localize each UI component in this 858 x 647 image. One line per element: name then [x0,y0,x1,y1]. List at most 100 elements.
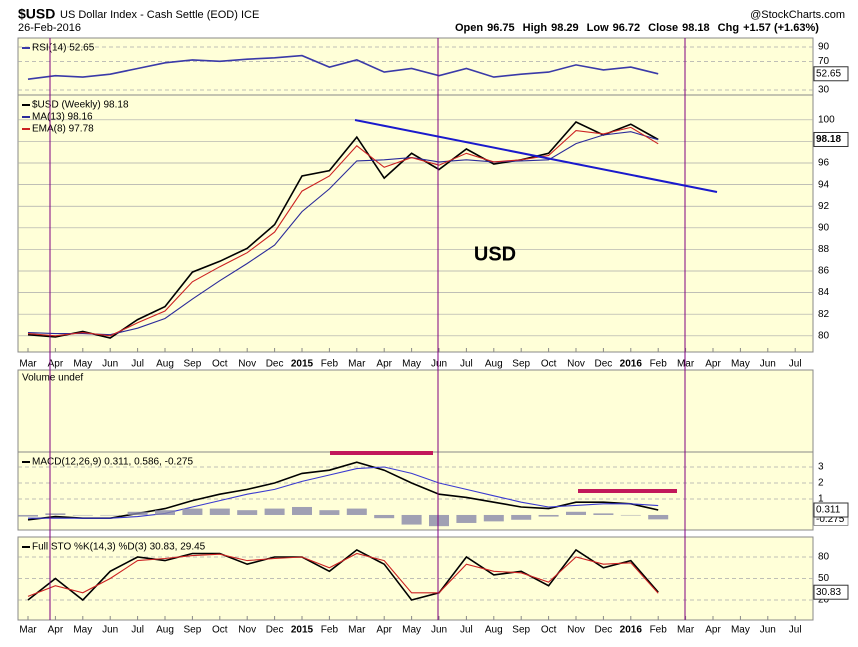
histogram-bar [401,514,422,525]
x-tick-label: 2016 [620,359,643,370]
histogram-bar [346,508,367,515]
last-tag-bg [813,584,849,600]
series-line [27,552,659,597]
y-tick-label: 96 [818,158,830,169]
x-tick-label: Jun [102,625,118,636]
y-tick-label: 92 [818,201,830,212]
histogram-bar [292,506,312,515]
symbol: $USD [18,6,55,22]
quote-high-label: High [523,22,548,34]
y-tick-label: 3 [818,462,824,473]
x-tick-label: Sep [184,625,202,636]
x-tick-label: Jul [131,359,144,370]
x-tick-label: 2015 [291,359,314,370]
histogram-bar [429,514,449,527]
quote-low-label: Low [587,22,609,34]
y-tick-label: 70 [818,56,830,67]
x-tick-label: Apr [48,625,64,636]
y-tick-label: 50 [818,573,830,584]
x-tick-label: Feb [321,625,339,636]
x-tick-label: Aug [156,359,174,370]
y-tick-label: 90 [818,42,830,53]
series-line [27,131,659,336]
x-tick-label: Feb [650,625,668,636]
x-tick-label: Dec [595,359,613,370]
last-tag-bg [813,66,849,82]
panel [17,94,814,353]
x-tick-label: Mar [348,359,366,370]
legend-entry: MA(13) 98.16 [32,112,93,123]
histogram-bar [209,508,230,515]
x-tick-label: Dec [595,625,613,636]
histogram-bar [319,510,340,515]
x-tick-label: Apr [48,359,64,370]
y-tick-label: 30 [818,85,830,96]
histogram-bar [566,511,586,515]
date: 26-Feb-2016 [18,22,81,34]
x-tick-label: May [402,359,421,370]
y-tick-label: 2 [818,478,824,489]
x-tick-label: Nov [238,359,256,370]
quote-close: 98.18 [682,22,710,34]
x-tick-label: Aug [156,625,174,636]
y-tick-label: 94 [818,179,830,190]
histogram-bar [237,510,258,515]
y-tick-label: 84 [818,287,830,298]
x-tick-label: Jun [760,359,776,370]
y-tick-label: 88 [818,244,830,255]
annotation: USD [474,243,516,265]
x-tick-label: Apr [376,359,392,370]
x-tick-label: May [731,625,750,636]
x-tick-label: Jun [431,625,447,636]
x-tick-label: Mar [677,625,695,636]
histogram-bar [374,514,395,519]
x-tick-label: Jul [460,359,473,370]
x-tick-label: Nov [238,625,256,636]
last-value-tag: 0.311 [816,505,841,516]
x-tick-label: Apr [705,359,721,370]
histogram-bar [45,513,66,515]
histogram-bar [18,514,38,517]
x-tick-label: Jun [760,625,776,636]
volume-legend: Volume undef [22,373,83,384]
security-name: US Dollar Index - Cash Settle (EOD) ICE [60,9,259,21]
x-tick-label: Sep [512,359,530,370]
y-tick-label: 80 [818,330,830,341]
histogram-bar [538,514,559,517]
trendline [354,119,718,193]
quote-open-label: Open [455,22,483,34]
histogram-bar [648,514,669,520]
last-value-tag: 30.83 [816,587,841,598]
quote-close-label: Close [648,22,678,34]
x-tick-label: Jun [431,359,447,370]
series-line [27,54,659,80]
legend-entry: Full STO %K(14,3) %D(3) 30.83, 29.45 [32,542,206,553]
series-line [27,126,659,337]
y-tick-label: 1 [818,494,824,505]
series-line [27,121,659,339]
histogram-bar [456,514,477,523]
legend-entry: MACD(12,26,9) 0.311, 0.586, -0.275 [32,457,193,468]
last-value-tag: -0.275 [816,514,845,525]
x-tick-label: Jul [789,359,802,370]
x-tick-label: Jul [789,625,802,636]
last-tag-bg [813,502,849,518]
histogram-bar [155,510,175,515]
x-tick-label: Sep [184,359,202,370]
x-tick-label: Apr [376,625,392,636]
x-tick-label: Aug [485,625,503,636]
histogram-bar [511,514,532,520]
x-tick-label: Feb [321,359,339,370]
x-tick-label: Jul [460,625,473,636]
quote-chg-label: Chg [718,22,739,34]
histogram-bar [593,513,614,515]
x-tick-label: May [73,359,92,370]
x-tick-label: Oct [541,359,557,370]
histogram-bar [100,514,121,516]
x-tick-label: Dec [266,625,284,636]
y-tick-label: 86 [818,266,830,277]
x-tick-label: Oct [212,625,228,636]
x-tick-label: Oct [212,359,228,370]
quote-high: 98.29 [551,22,579,34]
